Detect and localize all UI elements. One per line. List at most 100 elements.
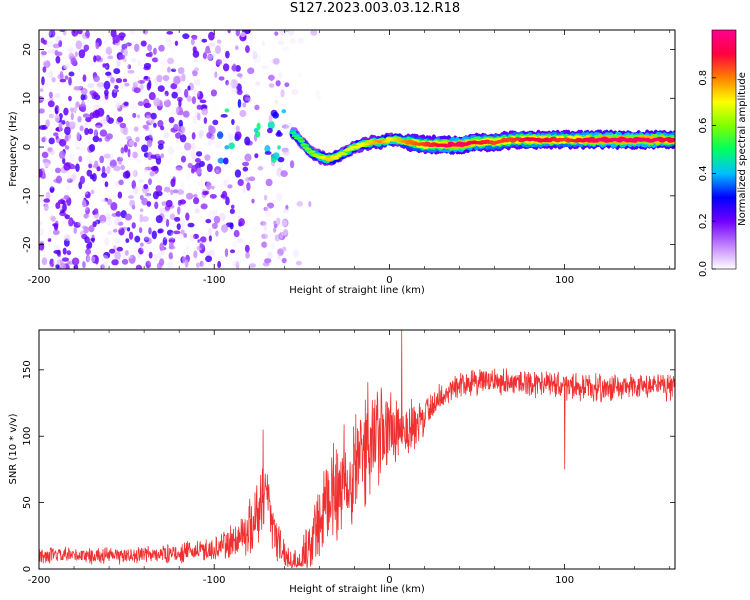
spectrogram-cell (55, 35, 62, 43)
spectrogram-cell (139, 83, 144, 91)
snr-series-line (39, 330, 675, 569)
spectrogram-cell (160, 125, 165, 131)
spectrogram-cell (47, 238, 52, 242)
spectrogram-cell (87, 128, 94, 135)
spectrogram-cell (247, 67, 255, 75)
spectrogram-cell (110, 43, 117, 52)
spectrogram-cell (276, 181, 284, 185)
spectrogram-cell (92, 135, 100, 143)
spectrogram-cell (131, 204, 136, 210)
spectrogram-cell (75, 101, 80, 108)
spectrogram-cell (257, 166, 264, 171)
spectrogram-cell (264, 230, 272, 239)
spectrogram-cell (68, 121, 76, 130)
spectrogram-cell (80, 147, 86, 152)
spectrogram-cell (93, 208, 99, 215)
spectrogram-cell (133, 141, 138, 148)
spectrogram-cell (138, 227, 143, 234)
spectrogram-ridge-cell (370, 142, 378, 145)
spectrogram-cell (180, 125, 187, 132)
spectrogram-cell (208, 31, 215, 41)
spectrogram-cell (192, 36, 198, 40)
spectrogram-cell (86, 243, 90, 250)
spectrogram-cell (39, 221, 43, 226)
spectrogram-cell (87, 214, 91, 222)
spectrogram-cell (277, 145, 281, 150)
spectrogram-cell (65, 120, 70, 127)
spectrogram-cell (167, 157, 171, 167)
spectrogram-cell (148, 178, 152, 185)
spectrogram-x-label: Height of straight line (km) (289, 285, 425, 296)
spectrogram-y-tick-label: 10 (22, 92, 33, 105)
spectrogram-cell (86, 169, 93, 177)
snr-y-tick-label: 150 (22, 360, 33, 379)
spectrogram-cell (208, 235, 212, 242)
spectrogram-cell (289, 160, 295, 169)
spectrogram-cell (116, 246, 124, 252)
spectrogram-cell (279, 232, 284, 239)
spectrogram-cell (61, 65, 66, 71)
spectrogram-cell (123, 48, 128, 57)
spectrogram-cell (240, 76, 246, 85)
spectrogram-cell (138, 179, 144, 184)
spectrogram-cell (264, 151, 272, 155)
spectrogram-cell (58, 150, 66, 159)
spectrogram-cell (136, 114, 141, 119)
spectrogram-cell (183, 88, 189, 98)
spectrogram-cell (273, 220, 277, 225)
spectrogram-cell (80, 93, 86, 101)
spectrogram-cell (281, 218, 289, 228)
spectrogram-cell (269, 74, 274, 82)
spectrogram-cell (66, 186, 73, 193)
spectrogram-cell (46, 147, 54, 155)
spectrogram-cell (88, 163, 93, 169)
spectrogram-cell (128, 254, 133, 259)
spectrogram-cell (120, 147, 125, 154)
spectrogram-cell (185, 245, 190, 252)
spectrogram-cell (277, 248, 284, 256)
spectrogram-cell (88, 225, 95, 233)
spectrogram-cell (214, 71, 218, 78)
spectrogram-x-tick-label: -200 (28, 275, 51, 286)
spectrogram-cell (40, 50, 47, 56)
spectrogram-cell (199, 260, 204, 267)
spectrogram-cell (196, 39, 201, 46)
spectrogram-cell (282, 208, 290, 214)
spectrogram-cell (195, 89, 201, 98)
spectrogram-cell (90, 237, 95, 242)
spectrogram-cell (155, 185, 163, 192)
spectrogram-ridge-cell (304, 147, 312, 151)
spectrogram-cell (152, 253, 159, 262)
spectrogram-cell (48, 113, 55, 119)
spectrogram-cell (48, 201, 55, 207)
spectrogram-cell (194, 78, 201, 86)
spectrogram-cell (211, 51, 218, 59)
spectrogram-cell (101, 166, 106, 175)
spectrogram-cell (180, 229, 185, 235)
spectrogram-cell (208, 227, 212, 237)
spectrogram-cell (298, 71, 303, 79)
spectrogram-cell (137, 79, 146, 84)
spectrogram-cell (141, 197, 148, 206)
spectrogram-cell (200, 236, 207, 243)
snr-x-tick-label: -100 (203, 575, 226, 586)
spectrogram-cell (248, 167, 252, 172)
spectrogram-cell (158, 258, 165, 266)
spectrogram-cell (172, 189, 179, 194)
spectrogram-cell (161, 64, 169, 70)
spectrogram-cell (90, 189, 95, 195)
spectrogram-cell (195, 167, 202, 176)
spectrogram-cell (165, 235, 172, 240)
spectrogram-cell (196, 124, 202, 134)
spectrogram-cell (46, 30, 52, 37)
spectrogram-cell (73, 141, 81, 148)
spectrogram-cell (81, 199, 87, 208)
snr-x-tick-label: -200 (28, 575, 51, 586)
spectrogram-cell (221, 190, 228, 200)
spectrogram-cell (113, 68, 121, 75)
spectrogram-ridge-cell (289, 131, 297, 135)
spectrogram-cell (64, 172, 71, 182)
spectrogram-cell (163, 129, 168, 134)
spectrogram-cell (182, 110, 190, 118)
spectrogram-cell (61, 257, 70, 262)
